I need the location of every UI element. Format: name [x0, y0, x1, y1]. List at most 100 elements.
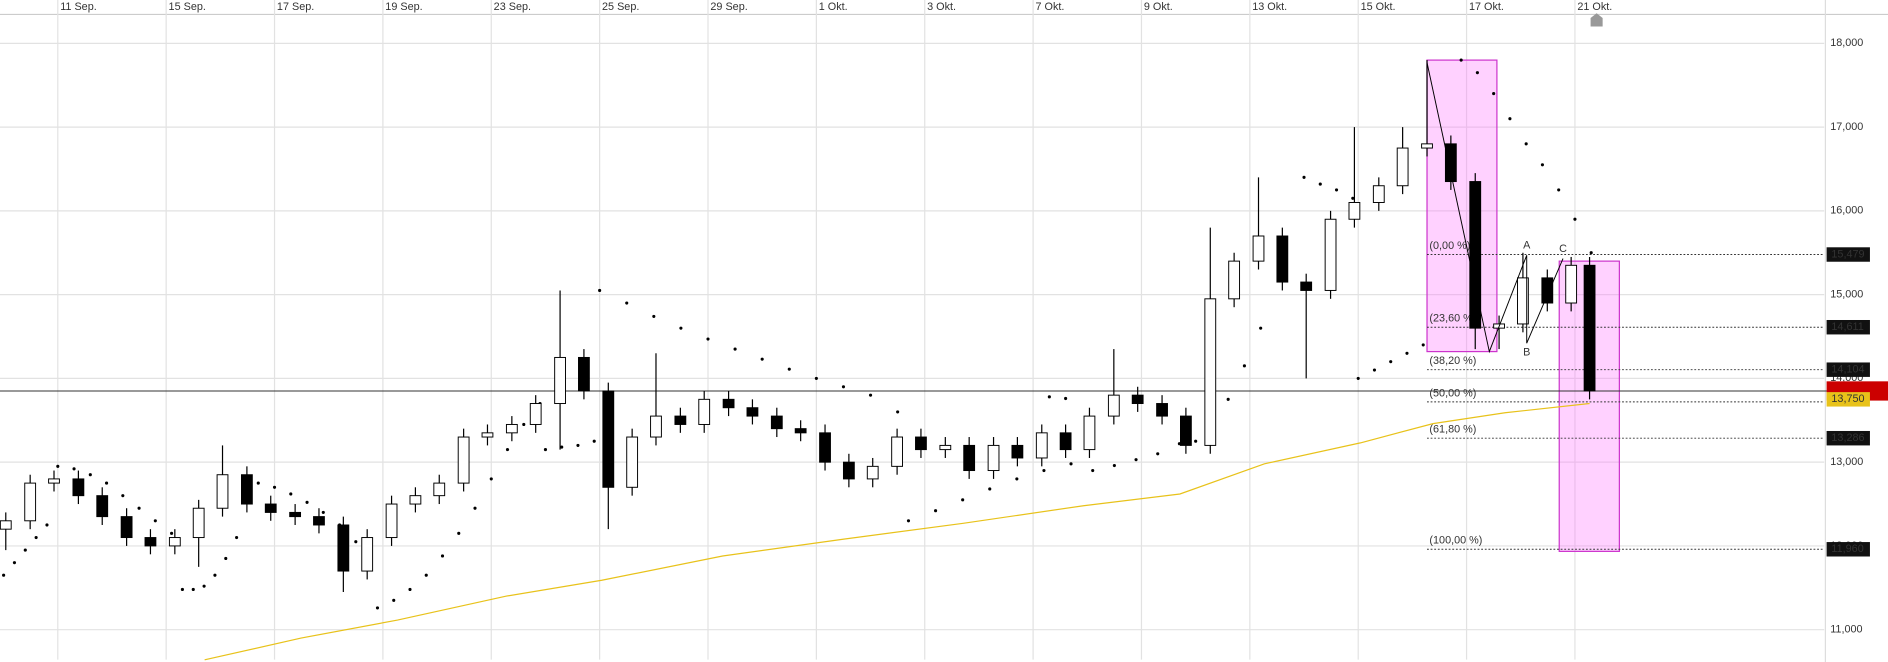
- candle-body: [746, 407, 759, 417]
- sar-dot: [256, 481, 260, 485]
- price-label-box: [1826, 430, 1870, 446]
- candle-body: [891, 436, 904, 467]
- candle: [1083, 407, 1096, 458]
- sar-dot: [375, 606, 380, 610]
- candle: [819, 424, 831, 471]
- candle: [1541, 269, 1554, 312]
- sar-dot: [321, 510, 325, 514]
- candle: [794, 420, 807, 442]
- sar-dot: [1259, 326, 1263, 330]
- candle-body: [1372, 185, 1385, 203]
- candle: [313, 508, 325, 534]
- candle-body: [554, 356, 566, 405]
- y-tick-label: 13,000: [1830, 456, 1863, 468]
- sar-dot: [289, 492, 293, 496]
- sar-dot: [652, 314, 656, 318]
- sar-dot: [896, 410, 900, 414]
- candle-body: [1517, 277, 1529, 325]
- candle: [481, 424, 494, 446]
- sar-dot: [1372, 368, 1377, 372]
- candle-body: [842, 461, 855, 480]
- sar-dot: [1047, 395, 1051, 399]
- candle-body: [674, 415, 687, 425]
- sar-dot: [706, 337, 710, 341]
- candle-body: [1252, 235, 1265, 262]
- candle-body: [24, 482, 37, 522]
- candle: [722, 390, 735, 417]
- candle: [650, 353, 662, 446]
- sar-dot: [170, 531, 174, 535]
- candle-body: [409, 495, 422, 505]
- candle: [1469, 173, 1482, 350]
- candle-body: [770, 415, 783, 430]
- candle-body: [1059, 432, 1072, 451]
- price-label: 15,479: [1831, 248, 1864, 260]
- sar-dot: [191, 587, 195, 592]
- ma-price-label-box: [1826, 392, 1870, 407]
- candle: [1131, 386, 1144, 412]
- sar-dot: [272, 485, 277, 489]
- sar-dot: [1475, 71, 1479, 75]
- candle: [457, 428, 470, 492]
- candle: [529, 395, 542, 433]
- candle-body: [505, 423, 518, 434]
- candle-body: [1396, 147, 1409, 187]
- candle: [72, 470, 85, 505]
- x-tick-label: 15 Okt.: [1361, 1, 1396, 13]
- sar-dot: [424, 573, 428, 577]
- candle-body: [1444, 143, 1457, 183]
- sar-dot: [934, 509, 938, 513]
- sar-dot: [45, 523, 49, 527]
- sar-dot: [592, 439, 596, 443]
- candle: [409, 487, 422, 513]
- candle-body: [337, 524, 350, 572]
- x-tick-label: 15 Sep.: [169, 1, 206, 13]
- price-label: 14,104: [1831, 364, 1864, 376]
- sar-dot: [505, 448, 510, 452]
- candle: [240, 466, 253, 513]
- candle-body: [1107, 394, 1120, 417]
- candle: [48, 470, 60, 492]
- pattern-label: B: [1523, 347, 1530, 359]
- sar-dot: [1334, 188, 1339, 192]
- candle: [915, 428, 927, 458]
- candle: [1228, 252, 1241, 308]
- sar-dot: [1421, 343, 1425, 347]
- candle: [1396, 127, 1409, 195]
- candle-body: [1348, 202, 1361, 220]
- fib-label: (100,00 %): [1429, 535, 1482, 547]
- candle: [505, 416, 518, 442]
- sar-dot: [1042, 468, 1046, 473]
- candle-body: [1421, 143, 1433, 149]
- candle: [1324, 210, 1337, 299]
- candle: [891, 428, 904, 475]
- sar-dot: [392, 598, 396, 602]
- candle: [1252, 177, 1265, 270]
- candle: [1204, 227, 1217, 454]
- candle: [24, 474, 37, 530]
- y-tick-label: 15,000: [1830, 288, 1863, 300]
- sar-dot: [787, 367, 791, 371]
- sar-dot: [202, 584, 206, 588]
- x-tick-label: 1 Okt.: [819, 1, 848, 13]
- sar-dot: [1069, 462, 1073, 466]
- sar-dot: [1356, 376, 1360, 380]
- sar-dot: [305, 500, 309, 504]
- candle-body: [168, 537, 181, 547]
- sar-dot: [560, 445, 564, 449]
- candle: [1348, 127, 1361, 228]
- candle-body: [96, 495, 109, 518]
- x-tick-label: 13 Okt.: [1252, 1, 1287, 13]
- ma-price-label: 13,750: [1831, 393, 1864, 405]
- candle: [289, 504, 302, 525]
- sar-dot: [235, 535, 239, 540]
- candle: [698, 390, 711, 433]
- candle: [168, 529, 181, 555]
- y-tick-label: 17,000: [1830, 121, 1863, 133]
- sar-dot: [814, 376, 818, 380]
- pattern-label: A: [1523, 239, 1531, 251]
- candle-body: [722, 398, 735, 409]
- scroll-marker[interactable]: [1590, 13, 1603, 27]
- candle: [1059, 424, 1072, 458]
